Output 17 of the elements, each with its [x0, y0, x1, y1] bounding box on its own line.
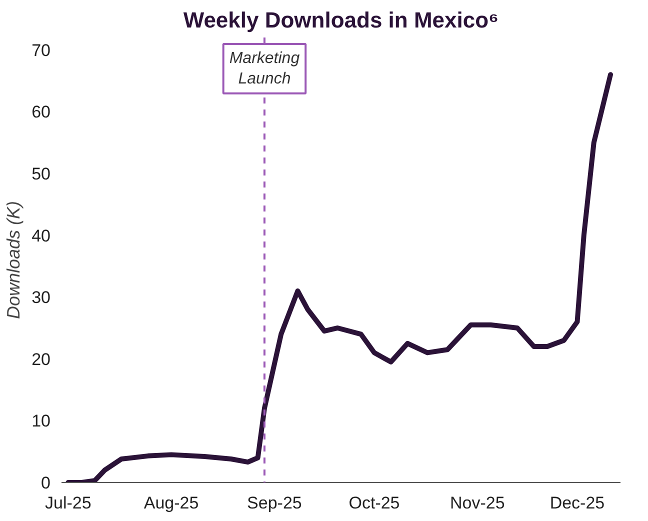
x-tick-label: Sep-25 — [247, 494, 302, 512]
y-tick-label: 0 — [41, 474, 51, 492]
chart-title: Weekly Downloads in Mexico⁶ — [183, 8, 499, 32]
x-tick-label: Nov-25 — [450, 494, 505, 512]
x-tick-label: Dec-25 — [550, 494, 605, 512]
y-axis-title: Downloads (K) — [4, 200, 24, 320]
y-tick-label: 10 — [32, 412, 51, 431]
x-tick-label: Aug-25 — [144, 494, 199, 512]
y-tick-label: 50 — [32, 164, 51, 184]
x-tick-label: Oct-25 — [348, 494, 400, 512]
y-tick-label: 40 — [32, 226, 51, 246]
y-tick-label: 60 — [32, 102, 51, 122]
x-tick-label: Jul-25 — [45, 494, 92, 512]
ref-line-label: Marketing Launch — [229, 50, 300, 88]
y-tick-label: 70 — [32, 40, 51, 60]
y-tick-label: 30 — [32, 288, 51, 308]
y-tick-label: 20 — [32, 350, 51, 369]
